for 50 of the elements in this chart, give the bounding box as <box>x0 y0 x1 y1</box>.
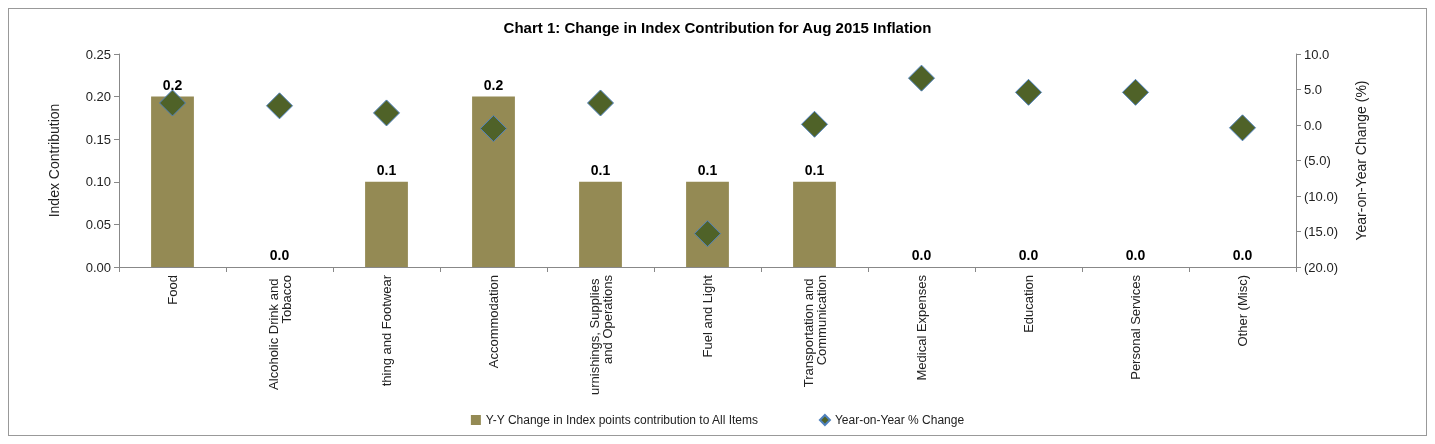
y2-axis-title: Year-on-Year Change (%) <box>1353 80 1369 241</box>
x-tick-label: Alcoholic Drink and Tobacco <box>265 275 294 390</box>
y-axis-title: Index Contribution <box>46 103 62 218</box>
chart-title: Chart 1: Change in Index Contribution for Aug 2015 Inflation <box>503 19 932 36</box>
y-tick-label: 0.25 <box>85 46 111 62</box>
legend-label: Year-on-Year % Change <box>834 413 965 427</box>
point <box>587 89 614 117</box>
x-tick-label: Education <box>1021 275 1036 333</box>
x-tick-label: Other (Misc) <box>1235 275 1250 347</box>
legend-label: Y-Y Change in Index points contribution to All Items <box>485 413 759 427</box>
x-tick-label: Personal Services <box>1128 274 1143 380</box>
y-tick-label: 0.15 <box>85 131 111 147</box>
point <box>266 92 293 120</box>
x-tick-label: Food <box>165 275 180 305</box>
data-label: 0.0 <box>1018 247 1039 263</box>
data-label: 0.2 <box>483 76 504 93</box>
point <box>801 110 828 138</box>
y2-tick-label: 10.0 <box>1304 46 1330 62</box>
y2-tick-label: (15.0) <box>1304 224 1338 239</box>
x-tick-label: Medical Expenses <box>914 274 929 381</box>
x-tick-label: thing and Footwear <box>379 274 394 387</box>
data-label: 0.1 <box>697 161 718 178</box>
y2-tick-label: (20.0) <box>1304 259 1338 275</box>
point <box>1122 78 1149 106</box>
x-tick-label: Accommodation <box>486 275 501 369</box>
y-tick-label: 0.05 <box>85 216 111 232</box>
data-label: 0.0 <box>269 247 290 263</box>
y2-tick-label: 5.0 <box>1304 82 1323 97</box>
y2-tick-label: 0.0 <box>1304 117 1323 133</box>
y2-tick-label: (5.0) <box>1304 153 1331 168</box>
data-label: 0.0 <box>1125 247 1146 263</box>
x-tick-label: Fuel and Light <box>700 274 715 358</box>
data-label: 0.1 <box>376 161 397 178</box>
point <box>159 89 186 117</box>
data-label: 0.2 <box>162 76 183 93</box>
point <box>1015 78 1042 106</box>
data-label: 0.0 <box>911 247 932 263</box>
data-label: 0.1 <box>590 161 611 178</box>
y-tick-label: 0.00 <box>85 259 111 275</box>
point <box>480 115 507 143</box>
x-tick-label: urnishings, Supplies and Operations <box>586 274 615 395</box>
x-tick-label: Transportation and Communication <box>800 275 829 388</box>
point <box>373 99 400 127</box>
data-label: 0.1 <box>804 161 825 178</box>
y-tick-label: 0.10 <box>85 174 111 190</box>
point <box>1229 114 1256 142</box>
y2-tick-label: (10.0) <box>1304 188 1338 204</box>
y-tick-label: 0.20 <box>85 89 111 105</box>
data-label: 0.0 <box>1232 247 1253 263</box>
point <box>908 64 935 92</box>
